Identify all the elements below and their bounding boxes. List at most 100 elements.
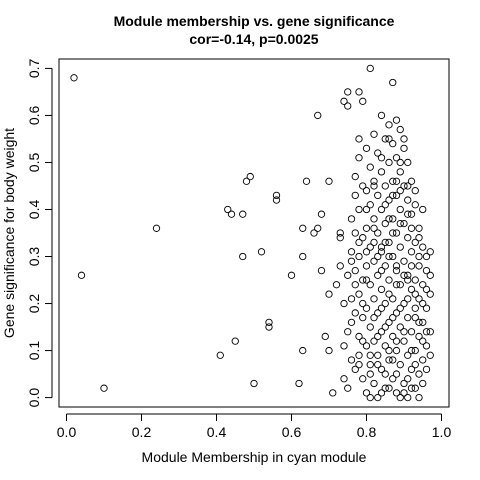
data-point [407, 285, 416, 294]
data-point [272, 196, 281, 204]
data-point [400, 219, 408, 228]
data-point [366, 370, 374, 378]
data-point [374, 149, 382, 157]
data-point [344, 328, 352, 336]
data-point [396, 219, 404, 228]
data-point [392, 337, 401, 345]
data-point [377, 111, 386, 120]
data-point [392, 346, 401, 355]
data-point [385, 276, 393, 284]
data-point [377, 328, 386, 336]
data-point [366, 351, 374, 359]
data-point [100, 384, 108, 392]
data-point [426, 351, 434, 359]
x-tick-label: 0.0 [57, 424, 77, 440]
data-point [404, 351, 412, 359]
data-point [404, 276, 412, 284]
data-point [411, 201, 419, 209]
data-point [389, 177, 397, 185]
chart-subtitle: cor=-0.14, p=0.0025 [189, 31, 318, 47]
data-point [381, 323, 389, 331]
data-point [400, 389, 408, 397]
data-point [362, 187, 371, 195]
data-point [381, 201, 389, 209]
data-point [317, 266, 326, 275]
data-point [400, 379, 408, 388]
data-point [404, 375, 412, 383]
x-axis: 0.0 0.2 0.4 0.6 0.8 1.0 [57, 413, 451, 440]
data-point [389, 332, 397, 341]
data-point [415, 224, 423, 232]
data-point [407, 210, 416, 218]
data-point [389, 215, 397, 223]
data-point [295, 379, 303, 388]
data-point [389, 252, 397, 261]
data-point [381, 238, 389, 247]
data-point [347, 215, 356, 223]
data-point [426, 248, 434, 256]
data-point [389, 78, 397, 87]
data-point [362, 342, 371, 350]
data-point [377, 285, 386, 294]
data-point [385, 346, 393, 355]
data-point [415, 252, 423, 261]
data-point [351, 281, 359, 289]
data-point [385, 135, 393, 143]
data-point [381, 182, 389, 190]
data-point [404, 158, 412, 167]
data-point [344, 384, 352, 392]
data-point [351, 191, 359, 200]
data-point [389, 356, 397, 364]
data-point [347, 356, 356, 364]
data-point [415, 370, 423, 378]
data-point [392, 281, 401, 289]
data-point [332, 281, 341, 289]
data-point [351, 172, 359, 181]
data-point [287, 271, 296, 279]
data-point [415, 262, 423, 270]
data-point [400, 144, 408, 153]
data-point [400, 337, 408, 345]
data-point [321, 332, 329, 341]
data-point [325, 177, 333, 185]
data-point [355, 361, 363, 369]
data-point [359, 234, 367, 242]
data-point [336, 234, 344, 242]
data-point [415, 318, 423, 327]
data-point [362, 304, 371, 312]
data-point [400, 135, 408, 143]
data-point [355, 88, 363, 96]
data-point [340, 375, 348, 383]
data-point [70, 74, 78, 82]
data-point [407, 248, 416, 256]
x-tick-label: 0.4 [207, 424, 227, 440]
data-point [385, 215, 393, 223]
data-point [404, 393, 412, 402]
data-point [407, 346, 416, 355]
y-tick-label: 0.5 [26, 153, 42, 173]
data-point [370, 224, 378, 232]
data-point [362, 224, 371, 232]
y-tick-label: 0.7 [26, 58, 42, 78]
data-point [419, 281, 427, 289]
data-point [366, 243, 374, 251]
data-point [422, 342, 431, 350]
data-point [374, 351, 382, 359]
data-point [381, 342, 389, 350]
data-point [392, 389, 401, 397]
data-point [389, 313, 397, 322]
data-point [415, 234, 423, 242]
data-point [396, 205, 404, 214]
data-point [385, 121, 393, 129]
data-point [366, 361, 374, 369]
data-point [224, 205, 232, 214]
data-point [419, 356, 427, 364]
data-point [374, 191, 382, 200]
data-point [396, 125, 404, 134]
data-point [426, 328, 434, 336]
data-point [385, 356, 393, 364]
data-point [265, 323, 273, 331]
data-point [359, 182, 367, 190]
data-point [385, 158, 393, 167]
